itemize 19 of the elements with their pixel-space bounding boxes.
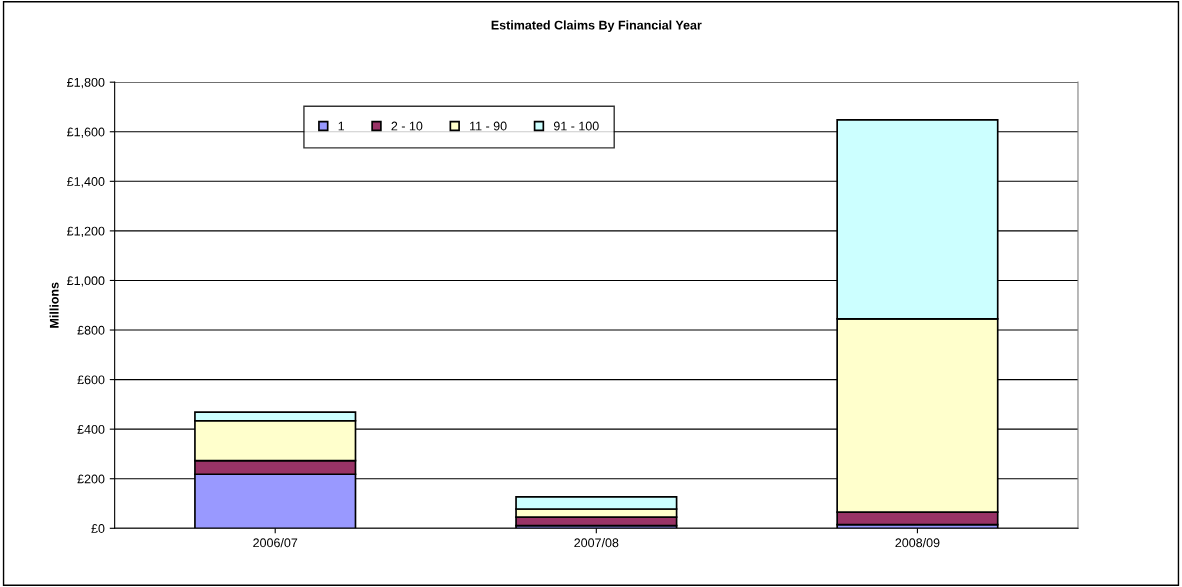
y-tick-label: £1,600	[67, 127, 105, 138]
y-tick-label: £0	[91, 524, 105, 533]
x-tick-label: 2007/08	[574, 538, 619, 548]
y-tick-label: £200	[77, 474, 105, 484]
y-tick-label: £1,800	[67, 77, 105, 89]
x-tick-label: 2006/07	[253, 538, 298, 548]
x-tick-label: 2008/09	[895, 538, 940, 548]
y-tick-label: £1,400	[67, 177, 105, 188]
y-axis-title: Millions	[49, 282, 59, 328]
legend-label: 11 - 90	[470, 121, 507, 131]
y-tick-label: £600	[77, 375, 105, 385]
chart-title: Estimated Claims By Financial Year	[491, 20, 702, 32]
y-tick-label: £1,000	[67, 276, 105, 287]
y-tick-label: £1,200	[67, 226, 105, 238]
legend-label: 91 - 100	[553, 121, 599, 131]
y-tick-label: £400	[77, 424, 105, 434]
y-tick-label: £800	[77, 325, 105, 335]
legend-label: 2 - 10	[391, 121, 423, 131]
legend-label: 1	[338, 121, 345, 131]
